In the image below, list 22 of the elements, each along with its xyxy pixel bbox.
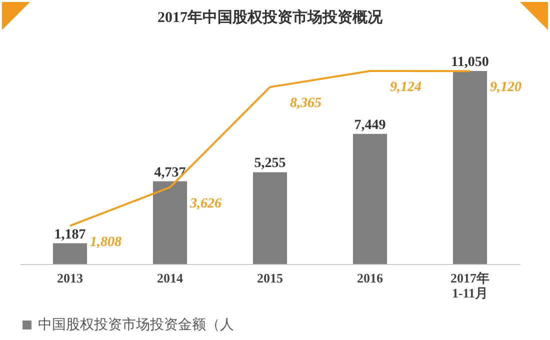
- x-tick-label: 2013: [57, 270, 84, 286]
- data-label: 11,050: [451, 55, 489, 70]
- data-label: 4,737: [154, 165, 186, 180]
- bar: [253, 172, 287, 264]
- data-label: 3,626: [189, 196, 222, 212]
- x-tick-label: 2017年 1-11月: [450, 270, 490, 300]
- x-tick-label: 2015: [257, 270, 284, 286]
- data-label: 5,255: [254, 156, 286, 172]
- bar: [353, 134, 387, 264]
- x-tick-label: 2014: [157, 270, 184, 286]
- data-label: 7,449: [354, 118, 386, 133]
- chart-title: 2017年中国股权投资市场投资概况: [158, 8, 384, 26]
- data-label: 1,808: [90, 234, 122, 250]
- bar: [153, 181, 187, 264]
- data-label: 9,124: [390, 80, 422, 95]
- legend-label: 中国股权投资市场投资金额（人: [38, 317, 234, 333]
- data-label: 1,187: [54, 227, 86, 242]
- data-label: 8,365: [290, 96, 322, 112]
- bar: [453, 71, 487, 264]
- data-label: 9,120: [490, 80, 522, 96]
- bar: [53, 243, 87, 264]
- x-tick-label: 2016: [357, 270, 384, 286]
